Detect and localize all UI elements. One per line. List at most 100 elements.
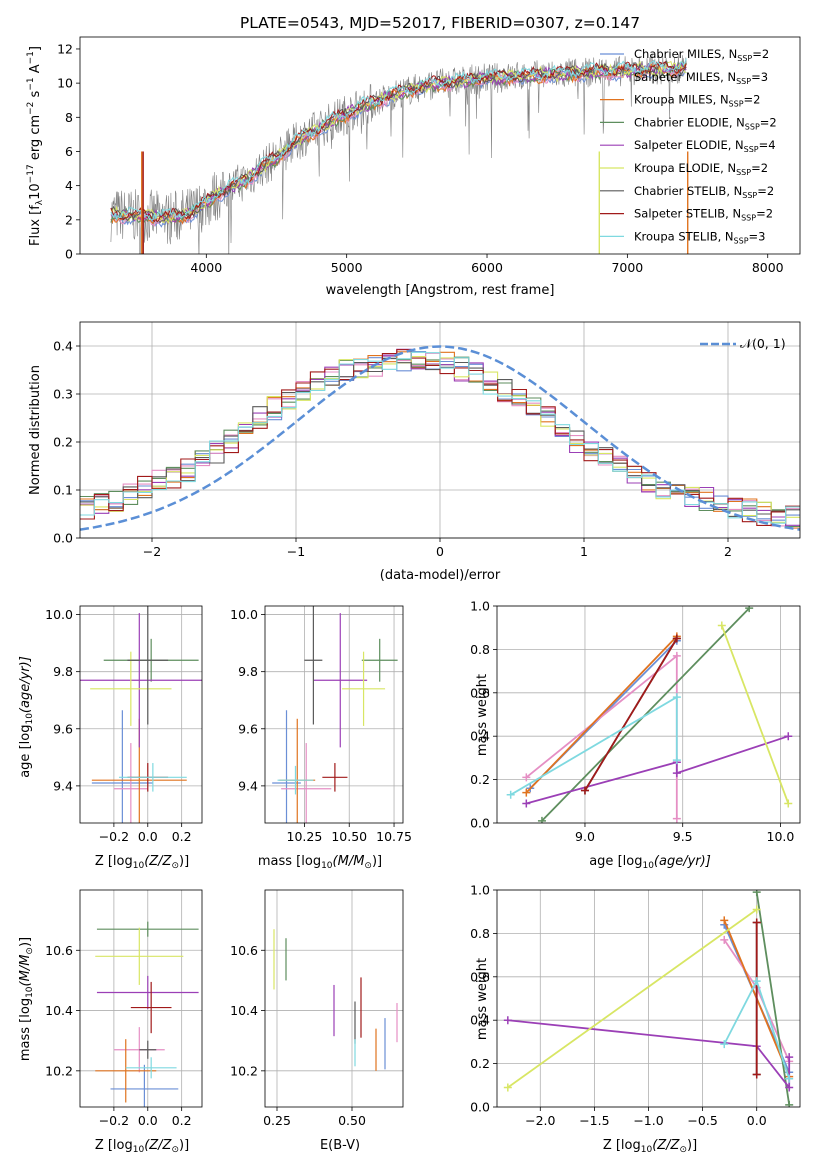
x-tick-label: 0 bbox=[436, 544, 444, 559]
x-tick-label: 0.0 bbox=[138, 1113, 158, 1128]
y-tick-label: 9.6 bbox=[53, 721, 73, 736]
massweight-vs-age-panel: 9.0 9.5 10.0 0.0 0.2 0.4 0.6 0.8 1.0 bbox=[470, 599, 801, 844]
y-tick-label: 9.4 bbox=[238, 778, 258, 793]
age-vs-mass-panel: 10.25 10.50 10.75 9.4 9.6 9.8 10.0 bbox=[230, 605, 412, 844]
legend-entry: Kroupa STELIB, NSSP=3 bbox=[634, 229, 765, 245]
ageZ-ylabel: age [log10(age/yr)] bbox=[18, 656, 35, 778]
y-tick-label: 0.2 bbox=[470, 1056, 490, 1071]
mass-weight-point bbox=[717, 621, 726, 630]
mass-weight-point bbox=[522, 773, 531, 782]
mass-weight-point bbox=[752, 918, 761, 927]
x-tick-label: 10.25 bbox=[287, 829, 323, 844]
mass-weight-point bbox=[672, 756, 681, 765]
mass-weight-point bbox=[522, 799, 531, 808]
mass-weight-point bbox=[503, 1083, 512, 1092]
y-tick-label: 0.2 bbox=[53, 435, 73, 450]
mass-weight-point bbox=[720, 916, 729, 925]
axes-frame bbox=[79, 36, 801, 255]
model-spectrum-line bbox=[110, 60, 687, 225]
mass-weight-point bbox=[503, 1016, 512, 1025]
y-tick-label: 0.0 bbox=[470, 1100, 490, 1115]
mwAge-ylabel: mass weight bbox=[475, 674, 490, 756]
plot-area bbox=[503, 890, 794, 1107]
histogram-ylabel: Normed distribution bbox=[28, 365, 43, 495]
plot-area bbox=[80, 606, 202, 823]
mass-weight-line bbox=[510, 695, 678, 796]
histogram-xlabel: (data-model)/error bbox=[380, 568, 501, 583]
x-tick-label: 1 bbox=[580, 544, 588, 559]
plot-area bbox=[80, 345, 800, 531]
y-tick-label: 10.6 bbox=[45, 943, 73, 958]
axes-frame bbox=[79, 605, 203, 824]
y-tick-label: 12 bbox=[57, 41, 73, 56]
y-tick-label: 9.8 bbox=[53, 664, 73, 679]
mass-weight-point bbox=[720, 935, 729, 944]
plot-area bbox=[95, 921, 199, 1107]
y-tick-label: 0.2 bbox=[470, 772, 490, 787]
residual-histogram-step bbox=[80, 349, 800, 526]
mass-weight-point bbox=[745, 606, 754, 613]
y-tick-label: 10.0 bbox=[45, 607, 73, 622]
x-tick-label: 0.2 bbox=[172, 829, 192, 844]
y-tick-label: 10.4 bbox=[45, 1003, 73, 1018]
legend-entry: Chabrier STELIB, NSSP=2 bbox=[634, 184, 774, 200]
y-tick-label: 10.0 bbox=[230, 607, 258, 622]
x-tick-label: −0.2 bbox=[99, 1113, 129, 1128]
mass-weight-point bbox=[537, 816, 546, 823]
x-tick-label: 6000 bbox=[471, 260, 503, 275]
plot-area bbox=[272, 606, 398, 823]
mass-weight-line bbox=[584, 638, 678, 791]
y-tick-label: 1.0 bbox=[470, 883, 490, 898]
figure-title: PLATE=0543, MJD=52017, FIBERID=0307, z=0… bbox=[240, 14, 640, 32]
model-spectrum-line bbox=[110, 58, 687, 221]
x-tick-label: 0.25 bbox=[263, 1113, 291, 1128]
age-vs-metallicity-panel: −0.2 0.0 0.2 9.4 9.6 9.8 10.0 bbox=[45, 605, 203, 844]
y-tick-label: 2 bbox=[65, 212, 73, 227]
plot-area bbox=[110, 53, 689, 254]
y-tick-label: 9.6 bbox=[238, 721, 258, 736]
massZ-xlabel: Z [log10(Z/Z⊙)] bbox=[95, 1138, 189, 1155]
y-tick-label: 0.0 bbox=[470, 816, 490, 831]
mass-weight-point bbox=[720, 1040, 729, 1049]
x-tick-label: 5000 bbox=[331, 260, 363, 275]
y-tick-label: 0.6 bbox=[470, 969, 490, 984]
x-tick-label: 7000 bbox=[611, 260, 643, 275]
y-tick-label: 0.6 bbox=[470, 685, 490, 700]
y-tick-label: 10.4 bbox=[230, 1003, 258, 1018]
model-spectrum-line bbox=[110, 61, 687, 223]
y-tick-label: 0.3 bbox=[53, 387, 73, 402]
x-tick-label: −2.0 bbox=[525, 1113, 555, 1128]
mwZ-ylabel: mass weight bbox=[475, 958, 490, 1040]
mass-weight-point bbox=[672, 634, 681, 643]
y-tick-label: 9.8 bbox=[238, 664, 258, 679]
legend-entry: Kroupa MILES, NSSP=2 bbox=[634, 93, 760, 109]
axes-frame bbox=[264, 605, 404, 824]
mass-weight-point bbox=[522, 788, 531, 797]
mass-weight-line bbox=[755, 892, 791, 1105]
legend-entry: Salpeter MILES, NSSP=3 bbox=[634, 70, 768, 86]
spectrum-xlabel: wavelength [Angstrom, rest frame] bbox=[326, 283, 555, 298]
massZ-ylabel: mass [log10(M/M⊙)] bbox=[18, 937, 35, 1061]
mass-weight-point bbox=[785, 1083, 794, 1092]
mass-weight-line bbox=[526, 735, 789, 805]
legend-entry: Chabrier ELODIE, NSSP=2 bbox=[634, 115, 777, 131]
mass-weight-point bbox=[752, 890, 761, 897]
x-tick-label: 4000 bbox=[190, 260, 222, 275]
y-tick-label: 0.4 bbox=[53, 339, 73, 354]
mass-weight-line bbox=[507, 908, 758, 1089]
mass-weight-point bbox=[580, 786, 589, 795]
mass-weight-point bbox=[672, 693, 681, 702]
mass-vs-metallicity-panel: −0.2 0.0 0.2 10.2 10.4 10.6 bbox=[45, 889, 203, 1128]
legend-entry: Chabrier MILES, NSSP=2 bbox=[634, 47, 769, 63]
massEBV-xlabel: E(B-V) bbox=[320, 1138, 360, 1153]
legend-entry: Salpeter STELIB, NSSP=2 bbox=[634, 207, 773, 223]
ageM-xlabel: mass [log10(M/M⊙)] bbox=[258, 854, 382, 871]
y-tick-label: 0 bbox=[65, 247, 73, 262]
y-tick-label: 10.6 bbox=[230, 943, 258, 958]
mass-weight-point bbox=[784, 799, 793, 808]
x-tick-label: 10.50 bbox=[331, 829, 367, 844]
y-tick-label: 1.0 bbox=[470, 599, 490, 614]
mass-weight-point bbox=[672, 814, 681, 823]
x-tick-label: 0.0 bbox=[138, 829, 158, 844]
